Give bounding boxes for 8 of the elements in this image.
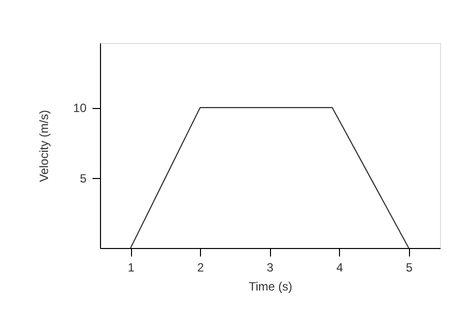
x-tick-label: 3	[266, 260, 274, 274]
x-tick-label: 2	[197, 260, 204, 274]
x-axis-title: Time (s)	[248, 280, 292, 294]
x-tick-label: 1	[128, 260, 135, 274]
x-tick-label: 5	[406, 260, 413, 274]
y-axis-title: Velocity (m/s)	[37, 110, 52, 182]
y-tick-label: 10	[73, 101, 87, 116]
x-tick-label: 4	[336, 260, 344, 274]
